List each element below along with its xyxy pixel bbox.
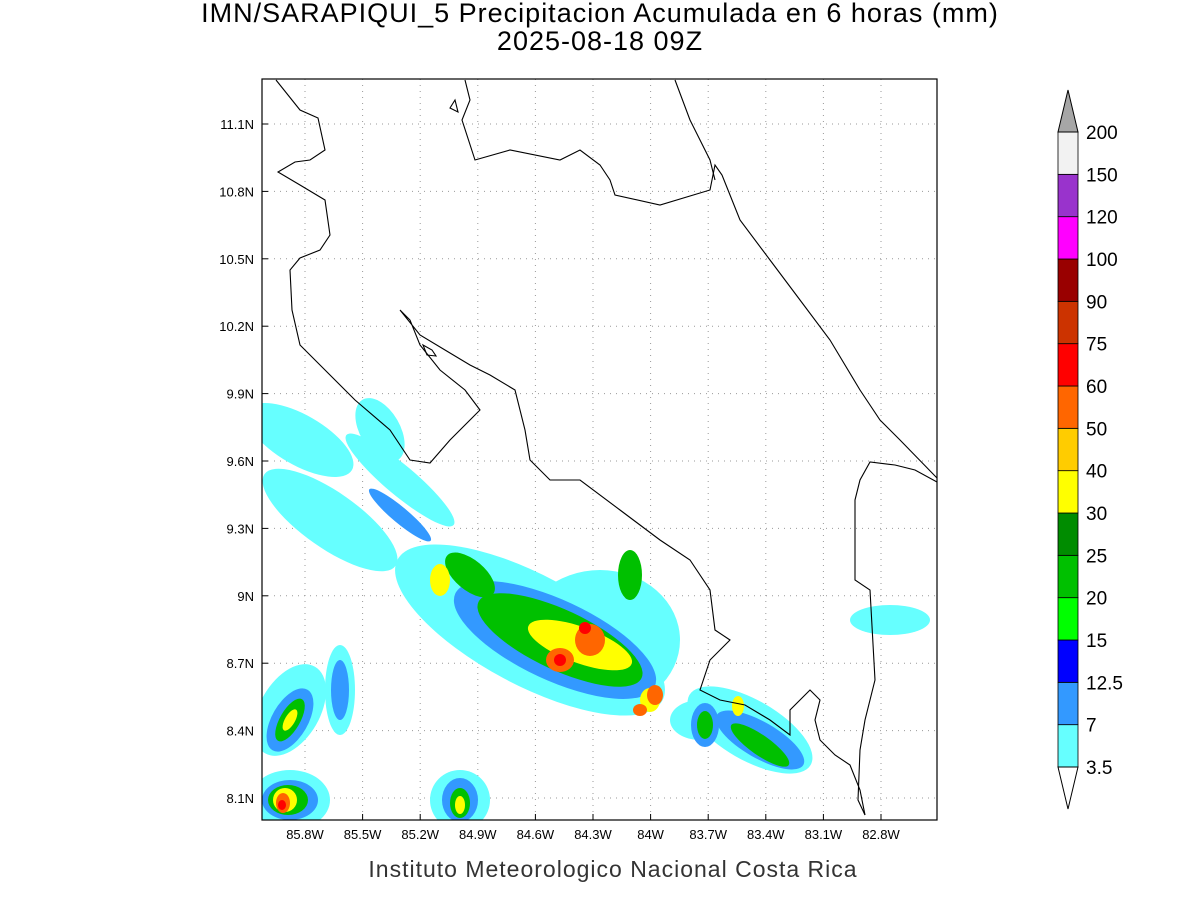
lon-label: 85.2W	[401, 827, 439, 842]
lon-label: 83.1W	[805, 827, 843, 842]
colorbar-segment	[1057, 343, 1079, 387]
lat-label: 8.1N	[227, 791, 254, 806]
lat-label: 10.8N	[219, 184, 254, 199]
lon-label: 85.8W	[286, 827, 324, 842]
colorbar-label: 3.5	[1086, 758, 1112, 779]
colorbar-segment	[1057, 385, 1079, 429]
lat-label: 10.5N	[219, 252, 254, 267]
colorbar-label: 7	[1086, 716, 1097, 737]
colorbar-label: 100	[1086, 250, 1118, 271]
colorbar-label: 25	[1086, 546, 1107, 567]
colorbar-label: 150	[1086, 165, 1118, 186]
lat-label: 8.4N	[227, 724, 254, 739]
colorbar-under	[1057, 766, 1079, 810]
lat-label: 9.9N	[227, 387, 254, 402]
colorbar-segment	[1057, 470, 1079, 514]
colorbar-segment	[1057, 131, 1079, 175]
lat-label: 9.6N	[227, 454, 254, 469]
colorbar-label: 75	[1086, 335, 1107, 356]
lon-label: 84.6W	[517, 827, 555, 842]
lon-label: 82.8W	[862, 827, 900, 842]
colorbar-segment	[1057, 173, 1079, 218]
lat-label: 11.1N	[220, 117, 254, 132]
lat-label: 9N	[237, 589, 254, 604]
colorbar-segment	[1057, 681, 1079, 726]
colorbar-segment	[1057, 300, 1079, 345]
colorbar-segment	[1057, 512, 1079, 556]
lon-label: 85.5W	[344, 827, 382, 842]
colorbar-label: 90	[1086, 292, 1107, 313]
colorbar-segment	[1057, 216, 1079, 260]
colorbar-label: 12.5	[1086, 673, 1123, 694]
colorbar-label: 200	[1086, 123, 1118, 144]
colorbar: 3.5 7 12.5 15 20 25 30 40 50 60 75 90 100 120 150 200	[1057, 89, 1123, 810]
footer: Instituto Meteorologico Nacional Costa R…	[368, 856, 857, 882]
lon-label: 84W	[637, 827, 664, 842]
lat-label: 9.3N	[227, 521, 254, 536]
lat-label: 8.7N	[227, 656, 254, 671]
lon-label: 84.3W	[574, 827, 612, 842]
colorbar-segment	[1057, 597, 1079, 641]
colorbar-segment	[1057, 554, 1079, 599]
colorbar-label: 40	[1086, 462, 1107, 483]
colorbar-label: 50	[1086, 419, 1107, 440]
lat-label: 10.2N	[219, 319, 254, 334]
colorbar-label: 30	[1086, 504, 1107, 525]
map-frame	[261, 78, 938, 821]
lon-label: 83.7W	[689, 827, 727, 842]
coastline	[275, 79, 937, 816]
title: IMN/SARAPIQUI_5 Precipitacion Acumulada …	[201, 0, 999, 28]
lon-label: 83.4W	[747, 827, 785, 842]
colorbar-segment	[1057, 639, 1079, 683]
colorbar-over	[1057, 89, 1079, 133]
colorbar-segment	[1057, 258, 1079, 302]
colorbar-label: 60	[1086, 377, 1107, 398]
precipitation-field	[262, 398, 930, 820]
colorbar-label: 15	[1086, 631, 1107, 652]
colorbar-label: 120	[1086, 208, 1118, 229]
subtitle: 2025-08-18 09Z	[497, 26, 703, 56]
colorbar-label: 20	[1086, 589, 1107, 610]
lon-label: 84.9W	[459, 827, 497, 842]
colorbar-segment	[1057, 724, 1079, 768]
colorbar-segment	[1057, 427, 1079, 472]
